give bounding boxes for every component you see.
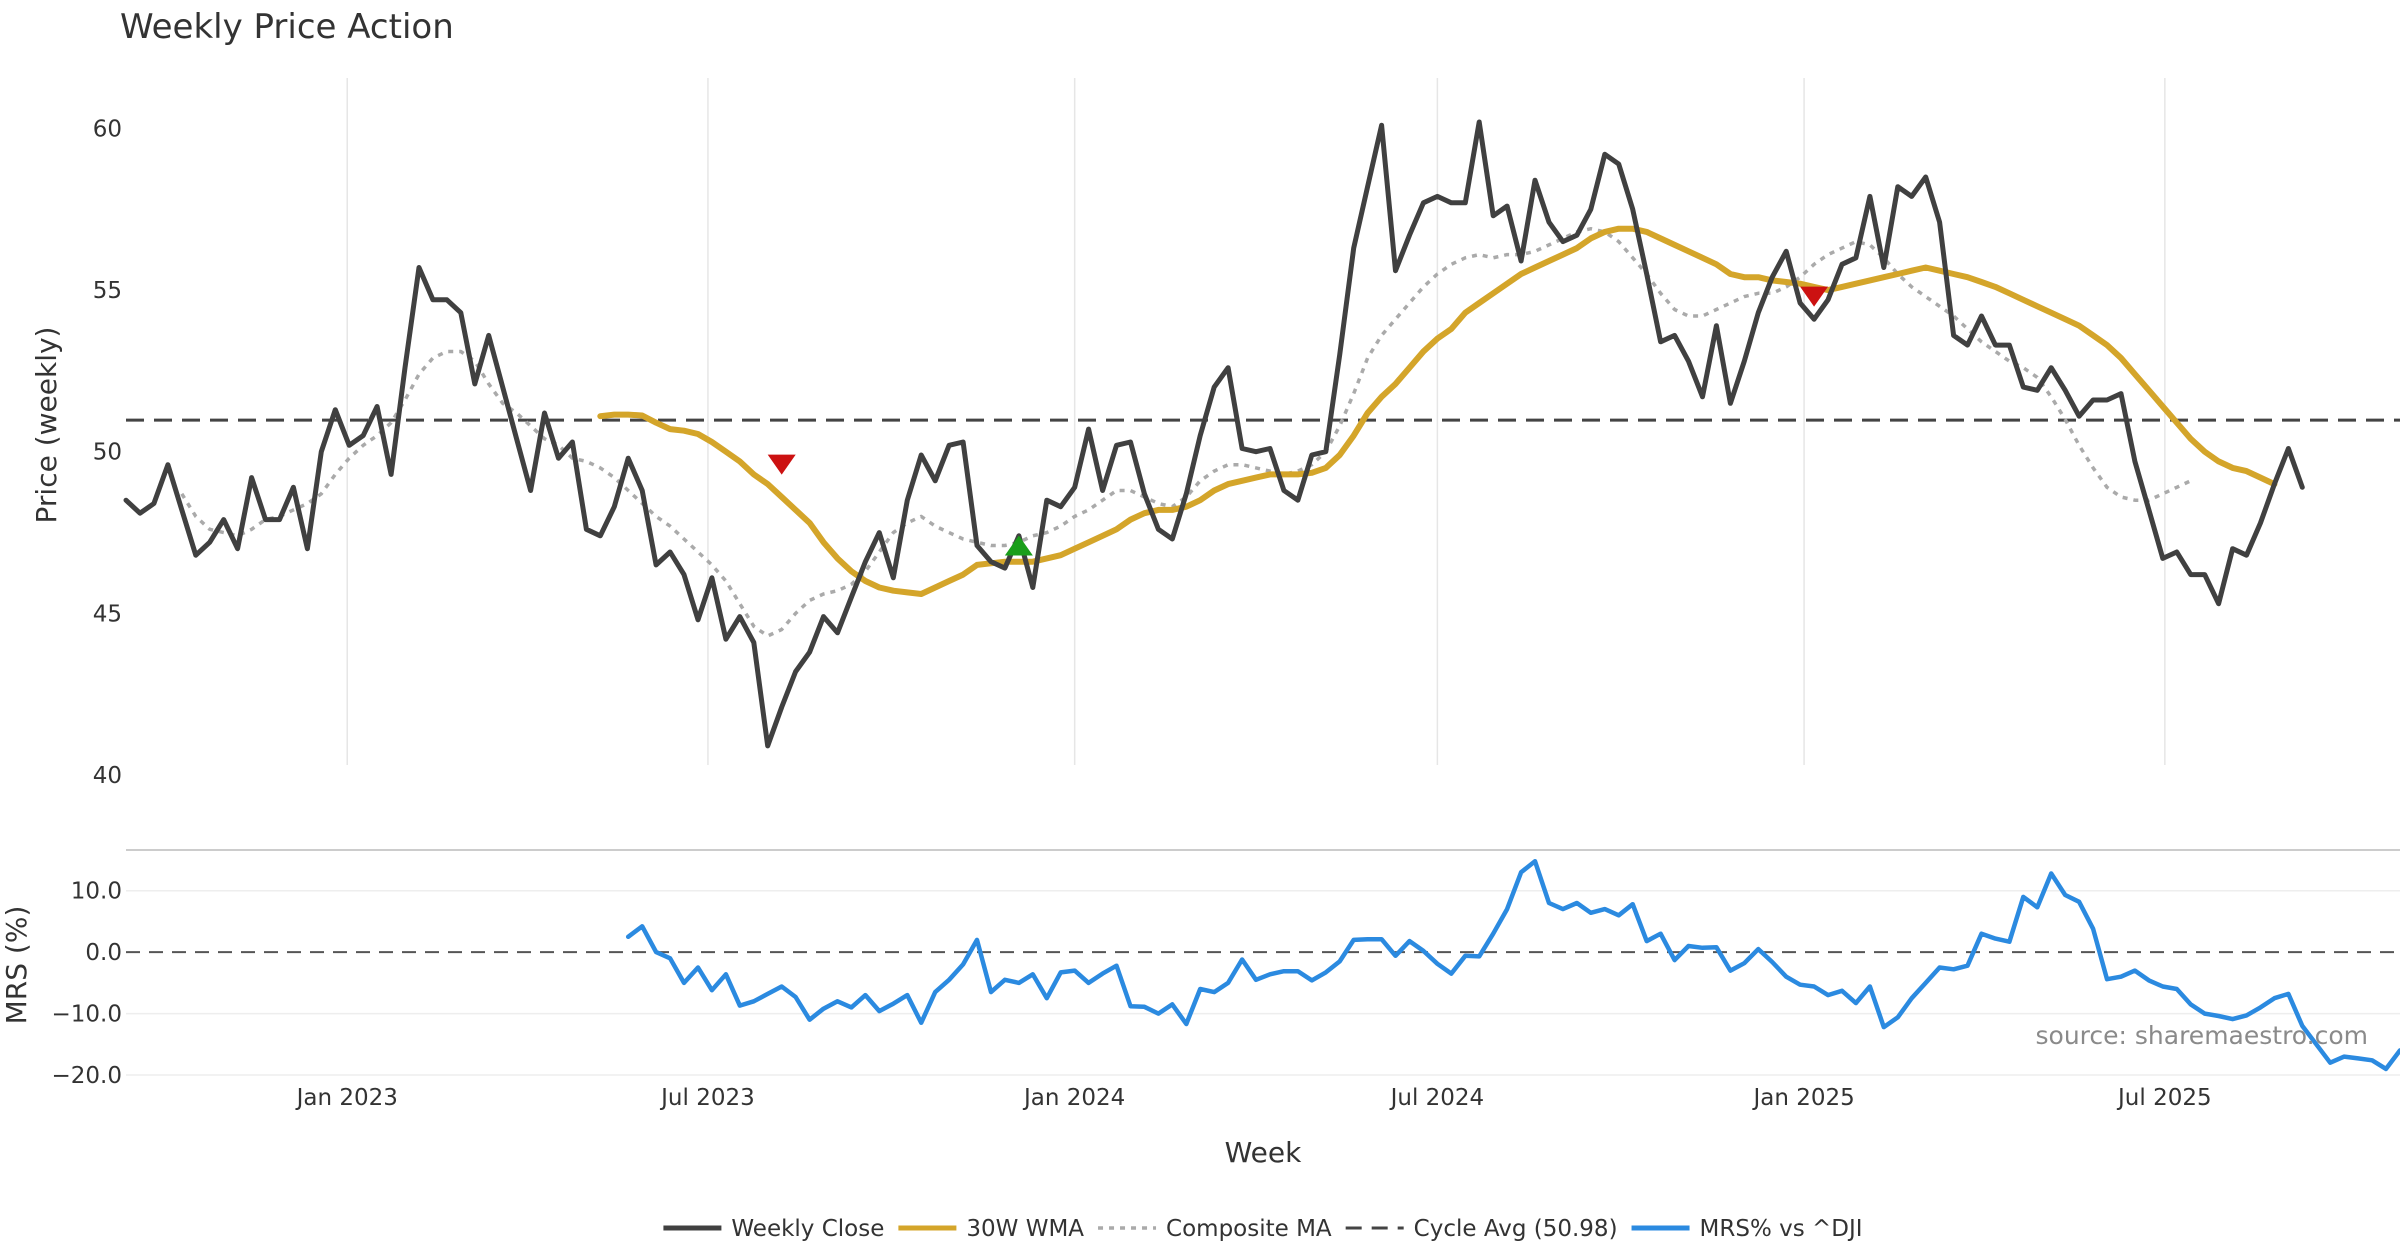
- legend-label: Cycle Avg (50.98): [1414, 1216, 1618, 1242]
- sell-signal-marker: [767, 454, 796, 475]
- price-panel-y-ticks: 40 45 50 55 60: [93, 116, 122, 789]
- mrs-y-tick-label: 0.0: [85, 940, 122, 966]
- mrs-line: [625, 858, 2400, 1072]
- mrs-y-tick-label: 10.0: [71, 879, 122, 905]
- price-y-tick-label: 45: [93, 601, 122, 627]
- x-tick-label: Jan 2024: [1022, 1085, 1125, 1111]
- x-tick-label: Jan 2025: [1751, 1085, 1854, 1111]
- price-panel-series: [123, 119, 2305, 749]
- wma-30w-line: [597, 225, 2278, 597]
- mrs-y-tick-label: −20.0: [52, 1063, 122, 1089]
- buy-signal-marker: [1004, 535, 1033, 556]
- mrs-panel-y-ticks: 10.0 0.0 −10.0 −20.0: [52, 879, 122, 1089]
- legend-label: 30W WMA: [966, 1216, 1084, 1242]
- source-annotation: source: sharemaestro.com: [2036, 1021, 2369, 1050]
- x-tick-label: Jul 2025: [2116, 1085, 2212, 1111]
- legend-label: Weekly Close: [731, 1216, 884, 1242]
- mrs-panel-grid: [126, 849, 2400, 1076]
- price-y-axis-title: Price (weekly): [30, 327, 63, 524]
- price-y-tick-label: 60: [93, 116, 122, 142]
- price-y-tick-label: 40: [93, 763, 122, 789]
- legend-label: Composite MA: [1166, 1216, 1332, 1242]
- mrs-y-axis-title: MRS (%): [0, 906, 33, 1025]
- chart-title: Weekly Price Action: [120, 7, 454, 47]
- price-y-tick-label: 55: [93, 278, 122, 304]
- price-y-tick-label: 50: [93, 440, 122, 466]
- mrs-panel-series: [625, 858, 2400, 1072]
- weekly-close-line: [123, 119, 2305, 749]
- x-tick-label: Jul 2024: [1389, 1085, 1485, 1111]
- legend: Weekly Close 30W WMA Composite MA Cycle Avg…: [663, 1216, 1863, 1242]
- x-tick-label: Jul 2023: [659, 1085, 755, 1111]
- x-axis-ticks: Jan 2023 Jul 2023 Jan 2024 Jul 2024 Jan 2025…: [295, 1085, 2212, 1111]
- x-tick-label: Jan 2023: [295, 1085, 398, 1111]
- composite-ma-line: [180, 226, 2192, 638]
- x-axis-title: Week: [1225, 1136, 1302, 1169]
- sell-signal-marker: [1800, 286, 1829, 307]
- mrs-y-tick-label: −10.0: [52, 1002, 122, 1028]
- legend-label: MRS% vs ^DJI: [1700, 1216, 1863, 1242]
- price-panel-grid: [126, 78, 2400, 765]
